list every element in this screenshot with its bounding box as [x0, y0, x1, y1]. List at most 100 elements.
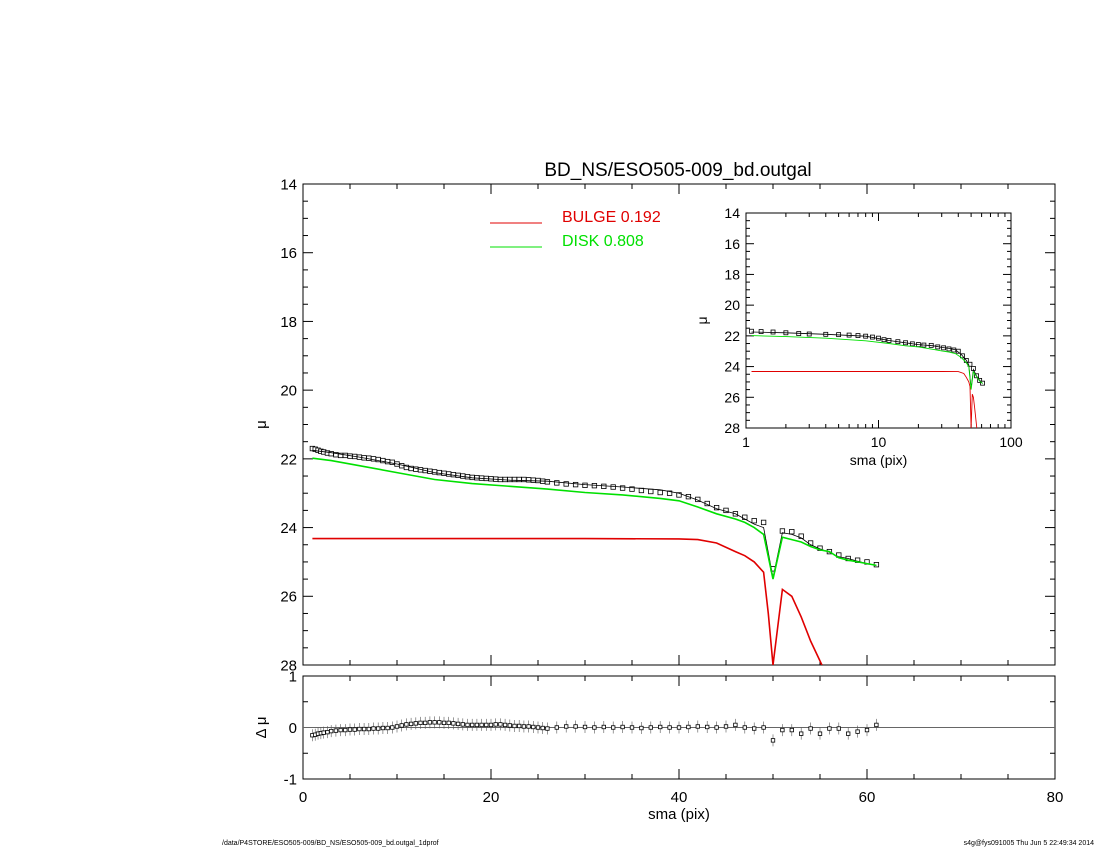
data-point-data [798, 533, 804, 539]
inset-plot-panel: 1 10 100 14 16 18 20 22 24 26 28 μ sma (pix) [694, 200, 1030, 470]
data-point-residual [507, 723, 512, 728]
data-point-residual [357, 726, 362, 732]
data-point-residual [705, 724, 710, 730]
series-line-bulge [751, 371, 978, 428]
data-point-residual [517, 723, 522, 729]
legend-label-bulge: BULGE 0.192 [562, 209, 661, 226]
data-point-residual [808, 726, 813, 731]
data-point-data [770, 329, 776, 335]
data-point-data [955, 348, 961, 354]
data-point-data [676, 492, 682, 498]
data-point-residual [639, 725, 644, 731]
y-tick-label: 0 [289, 720, 297, 737]
data-point-residual [629, 725, 635, 730]
x-tick-label: 100 [999, 434, 1023, 450]
y-axis-title: Δ μ [253, 716, 270, 738]
data-point-residual [399, 723, 404, 728]
data-point-data [511, 476, 518, 483]
data-point-residual [427, 720, 433, 725]
data-point-residual [648, 725, 653, 730]
data-point-data [601, 483, 607, 489]
x-tick-label: 60 [859, 789, 876, 806]
data-point-residual [521, 724, 527, 729]
data-point-residual [592, 725, 597, 730]
data-point-residual [455, 721, 461, 727]
data-point-residual [554, 725, 559, 730]
data-point-residual [733, 722, 738, 728]
data-point-data [380, 457, 386, 464]
y-tick-label: 20 [280, 383, 297, 400]
series-line-bulge [312, 537, 823, 665]
data-point-residual [321, 730, 326, 735]
data-point-residual [601, 724, 606, 730]
plot-area [309, 445, 880, 665]
data-point-residual [371, 726, 376, 731]
data-point-residual [498, 722, 503, 727]
data-point-residual [531, 724, 536, 730]
data-point-data [758, 329, 764, 334]
data-point-data [544, 479, 551, 485]
data-point-data [582, 482, 588, 488]
y-tick-label: 14 [724, 205, 740, 221]
data-point-data [648, 488, 654, 495]
data-point-data [389, 459, 395, 465]
data-point-residual [836, 726, 841, 731]
x-tick-label: 0 [299, 789, 307, 806]
y-tick-label: 16 [724, 236, 740, 252]
data-point-residual [502, 722, 508, 728]
x-axis-title: sma (pix) [850, 452, 908, 468]
plot-area [310, 716, 879, 747]
data-point-data [619, 485, 626, 491]
data-point-residual [352, 727, 357, 732]
y-tick-label: 26 [280, 589, 297, 606]
data-point-residual [423, 720, 428, 726]
data-point-residual [526, 724, 531, 729]
data-point-residual [582, 724, 588, 730]
x-tick-label: 1 [742, 434, 750, 450]
data-point-residual [325, 729, 330, 735]
data-point-residual [723, 724, 729, 729]
y-tick-label: 22 [280, 451, 297, 468]
data-point-residual [512, 723, 517, 729]
data-point-residual [676, 725, 682, 730]
footer-file-path: /data/P4STORE/ESO505-009/BD_NS/ESO505-00… [222, 840, 439, 847]
x-tick-label: 10 [871, 434, 887, 450]
y-tick-label: 20 [724, 297, 740, 313]
data-point-residual [394, 724, 400, 729]
data-point-residual [488, 722, 494, 728]
data-point-residual [667, 725, 672, 730]
chart-title: BD_NS/ESO505-009_bd.outgal [544, 160, 811, 181]
data-point-residual [799, 731, 804, 736]
y-tick-label: 14 [280, 176, 297, 193]
data-point-residual [780, 727, 785, 733]
data-point-residual [385, 725, 390, 731]
data-point-residual [366, 726, 371, 732]
data-point-residual [413, 721, 418, 726]
data-point-residual [479, 722, 484, 728]
data-point-residual [817, 731, 823, 736]
data-point-data [629, 486, 635, 492]
data-point-residual [432, 720, 437, 725]
data-point-residual [611, 725, 616, 730]
x-tick-label: 20 [483, 789, 500, 806]
data-point-residual [451, 721, 456, 726]
data-point-data [666, 490, 673, 496]
y-axis-title: μ [253, 420, 270, 429]
footer-user-timestamp: s4g@fys091005 Thu Jun 5 22:49:34 2014 [963, 840, 1094, 847]
data-point-data [657, 489, 663, 496]
data-point-residual [376, 726, 381, 731]
data-point-residual [864, 727, 870, 733]
y-tick-label: 16 [280, 245, 297, 262]
series-line-disk [751, 335, 983, 390]
x-axis-title: sma (pix) [648, 806, 710, 823]
y-tick-label: 24 [724, 359, 740, 375]
data-point-residual [855, 729, 860, 734]
data-point-data [742, 514, 748, 520]
data-point-data [535, 477, 541, 484]
data-point-residual [493, 722, 498, 727]
legend-label-disk: DISK 0.808 [562, 233, 644, 250]
data-point-residual [658, 724, 663, 730]
data-point-residual [695, 724, 700, 729]
data-point-residual [752, 726, 757, 731]
